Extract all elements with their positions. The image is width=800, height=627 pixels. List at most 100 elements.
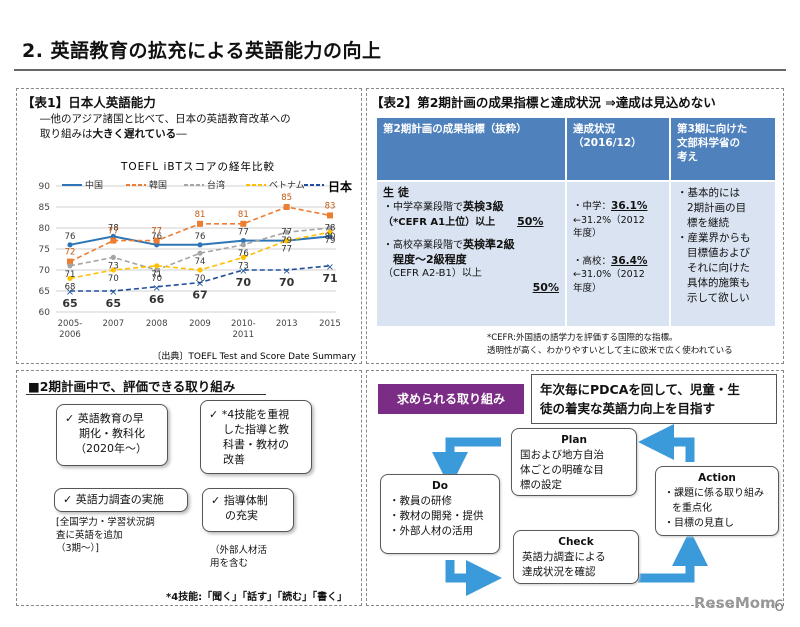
view-line4: ・産業界からも <box>677 232 751 244</box>
data-point <box>154 263 160 269</box>
pdca-do-box: Do ・教員の研修 ・教材の開発・提供 ・外部人材の活用 <box>380 474 500 554</box>
data-label: 73 <box>238 261 249 271</box>
table2-col3-header: 第3期に向けた 文部科学省の 考え <box>671 118 775 180</box>
data-label: 78 <box>325 223 336 233</box>
effort-card-english-survey: ✓ 英語力調査の実施 <box>54 488 188 512</box>
data-point: × <box>282 266 290 277</box>
effort2-line1: *4技能を重視 <box>221 408 290 421</box>
effort2-line4: 改善 <box>223 453 245 466</box>
data-label: 76 <box>151 232 162 242</box>
data-point <box>110 237 117 244</box>
effort4-detail-l2: 用を含む <box>210 558 249 569</box>
plan-line1: 国および地方自治 <box>520 449 604 461</box>
ms-target-pct: 50% <box>517 215 544 228</box>
check-icon: ✓ <box>63 493 73 506</box>
table2-indicator-cell: 生 徒 ・中学卒業段階で英検3級 （*CEFR A1上位）以上 50% ・高校卒業… <box>377 182 565 326</box>
chart-y-ticks: 60 65 70 75 80 85 90 <box>39 182 51 318</box>
data-point <box>110 254 116 260</box>
hs-indicator-bold2: 程度～2級程度 <box>393 253 467 266</box>
data-point <box>67 242 73 248</box>
action-line1: ・課題に係る取り組み <box>664 488 764 499</box>
check-title: Check <box>558 536 594 548</box>
effort4-detail-l1: （外部人材活 <box>210 545 268 556</box>
y-tick-label: 60 <box>39 308 51 318</box>
cefr-note: *CEFR:外国語の語学力を評価する国際的な指標。 透明性が高く、わかりやすいと… <box>487 332 733 358</box>
data-label: 66 <box>149 293 165 306</box>
effort1-line2: 期化・教科化 <box>79 427 145 440</box>
data-point <box>197 220 203 227</box>
data-point: × <box>196 279 204 290</box>
data-label: 79 <box>281 236 292 246</box>
effort3-title: 英語力調査の実施 <box>75 493 164 506</box>
data-label: 85 <box>281 193 292 203</box>
y-tick-label: 90 <box>39 182 51 192</box>
pdca-goal-line2: 徒の着実な英語力向上を目指す <box>540 401 716 416</box>
table2-col1-header: 第2期計画の成果指標（抜粋） <box>377 118 565 180</box>
check-line1: 英語力調査による <box>522 551 606 563</box>
cefr-note-line2: 透明性が高く、わかりやすいとして主に欧米で広く使われている <box>487 346 733 356</box>
data-label: 77 <box>151 227 162 237</box>
data-label: 77 <box>108 227 119 237</box>
data-point: × <box>152 283 160 294</box>
do-line2: ・教材の開発・提供 <box>389 510 484 522</box>
y-tick-label: 75 <box>39 245 50 255</box>
data-point: × <box>239 266 247 277</box>
chart-legend: 中国 韓国 台湾 ベトナム <box>62 179 324 191</box>
data-point <box>240 220 247 227</box>
data-point <box>284 229 290 235</box>
effort4-detail: （外部人材活 用を含む <box>210 544 267 570</box>
effort2-line2: した指導と教 <box>223 423 289 436</box>
data-label: 65 <box>62 297 77 310</box>
data-label: 79 <box>325 236 336 246</box>
x-tick-label: 2009 <box>189 319 211 329</box>
data-point: × <box>109 287 117 298</box>
data-label: 80 <box>325 232 336 242</box>
do-title: Do <box>432 480 448 492</box>
effort-card-early-education: ✓ 英語教育の早 期化・教科化 （2020年～） <box>56 404 168 466</box>
data-label: 77 <box>238 228 249 238</box>
view-line2: 2期計画の目 <box>687 202 747 214</box>
pdca-cycle-arrows <box>432 424 708 596</box>
data-label: 74 <box>195 257 206 267</box>
data-label: 68 <box>65 282 76 292</box>
page-number: 6 <box>774 596 785 615</box>
table2-heading-conclusion: ⇒達成は見込めない <box>605 95 716 110</box>
data-label: 83 <box>325 201 336 211</box>
x-tick-label: 2015 <box>319 319 341 329</box>
legend-label: 韓国 <box>149 180 167 191</box>
ach-hs-prev: ←31.0%（2012 <box>573 269 645 280</box>
table2-heading-main: 【表2】第2期計画の成果指標と達成状況 <box>371 95 601 110</box>
data-point <box>327 229 333 235</box>
table1-panel <box>16 88 362 364</box>
chart-title: TOEFL iBTスコアの経年比較 <box>120 160 275 173</box>
arrow-check-to-action <box>638 530 708 583</box>
x-tick-label: 2006 <box>59 330 81 340</box>
arrow-action-to-plan <box>638 424 695 462</box>
arrow-plan-to-do <box>432 437 501 488</box>
cefr-note-line1: *CEFR:外国語の語学力を評価する国際的な指標。 <box>487 333 678 343</box>
effort1-line3: （2020年～） <box>75 442 147 455</box>
plan-line2: 体ごとの明確な目 <box>520 464 604 476</box>
heading-underline <box>26 394 266 395</box>
action-title: Action <box>698 472 736 484</box>
hs-indicator-cefr: （CEFR A2-B1）以上 <box>383 268 482 279</box>
data-label: 81 <box>238 210 249 220</box>
chart-source: 〔出典〕TOEFL Test and Score Date Summary <box>152 350 356 362</box>
legend-label: 中国 <box>85 179 103 191</box>
do-line3: ・外部人材の活用 <box>389 525 473 537</box>
check-line2: 達成状況を確認 <box>522 566 596 578</box>
y-tick-label: 80 <box>39 224 51 234</box>
data-point <box>154 267 160 273</box>
data-point <box>67 258 73 265</box>
view-line6: それに向けた <box>687 262 750 274</box>
col3-header-l3: 考え <box>677 151 698 163</box>
data-point <box>197 242 203 248</box>
data-label: 65 <box>106 297 121 310</box>
data-label: 70 <box>279 276 295 289</box>
required-efforts-panel <box>366 370 784 606</box>
ms-indicator-pre: ・中学卒業段階で <box>383 202 463 213</box>
data-point <box>284 238 290 244</box>
ach-hs-value: 36.4% <box>611 254 648 267</box>
col3-header-l1: 第3期に向けた <box>677 123 748 135</box>
data-point: × <box>326 262 334 273</box>
